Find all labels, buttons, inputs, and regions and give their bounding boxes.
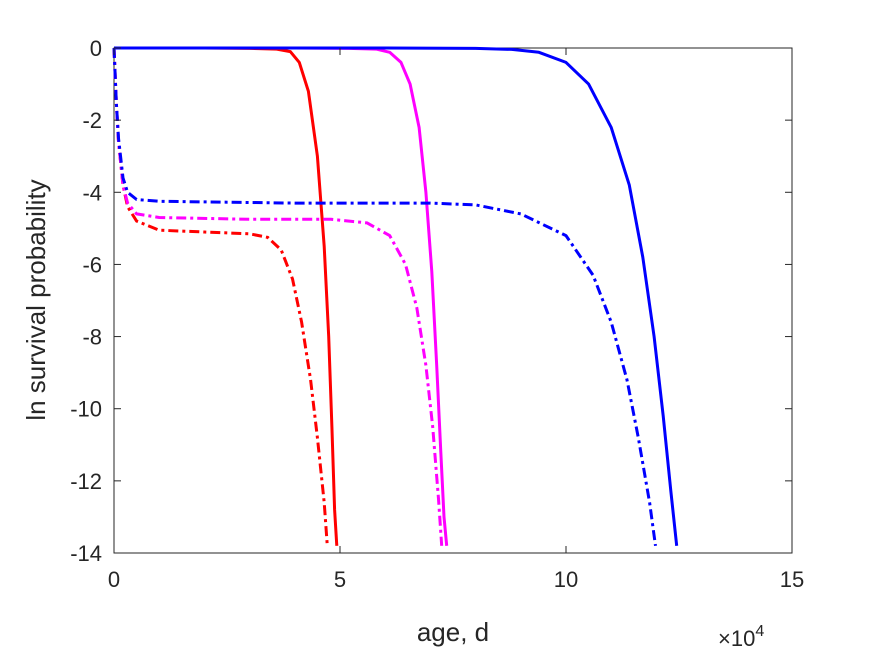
y-tick-label: -14: [70, 541, 102, 566]
series-line-5: [112, 47, 444, 546]
x-tick-label: 10: [554, 567, 578, 592]
y-tick-label: -6: [82, 252, 102, 277]
x-axis-label: age, d: [417, 617, 489, 647]
x-tick-label: 0: [108, 567, 120, 592]
x-exponent-label: ×104: [718, 623, 764, 651]
y-tick-label: -10: [70, 397, 102, 422]
x-exponent-power: 4: [755, 623, 764, 640]
tick-layer: 0 5 10 15 0 -2 -4 -6 -8 -10 -12 -14: [70, 36, 804, 592]
series-layer: [112, 46, 679, 547]
y-tick-label: -2: [82, 108, 102, 133]
y-tick-label: -4: [82, 180, 102, 205]
y-tick-label: 0: [90, 36, 102, 61]
plot-area: [113, 47, 793, 554]
y-tick-label: -12: [70, 469, 102, 494]
y-tick-label: -8: [82, 325, 102, 350]
series-line-3: [114, 46, 679, 546]
x-tick-label: 5: [334, 567, 346, 592]
x-exponent-base: ×10: [718, 626, 755, 651]
x-tick-label: 15: [780, 567, 804, 592]
series-line-6: [112, 47, 657, 547]
y-axis-label: ln survival probability: [21, 179, 51, 420]
